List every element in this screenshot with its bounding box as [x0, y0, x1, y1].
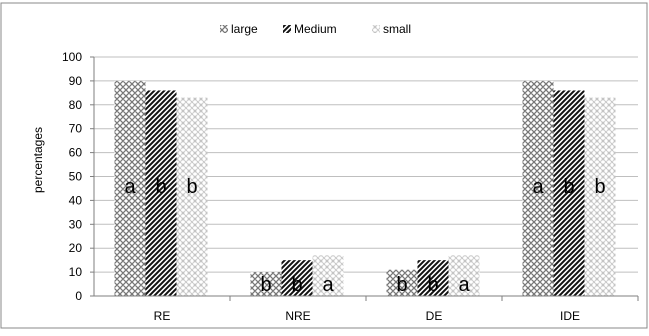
x-tick-label: NRE	[285, 309, 310, 323]
legend-label-small: small	[383, 22, 411, 36]
y-tick-label: 30	[69, 217, 83, 231]
x-tick-label: IDE	[560, 309, 580, 323]
bar-annotation: b	[260, 274, 271, 296]
axes	[90, 56, 639, 301]
bar-medium-re	[145, 90, 177, 297]
bar-annotation: b	[396, 274, 407, 296]
bars	[114, 80, 616, 297]
legend: large Medium small	[220, 22, 411, 36]
legend-swatch-large	[220, 25, 228, 33]
y-tick-label: 70	[69, 122, 83, 136]
y-tick-label: 0	[75, 289, 82, 303]
legend-label-large: large	[231, 22, 258, 36]
y-tick-label: 10	[69, 265, 83, 279]
bar-annotation: b	[427, 274, 438, 296]
bar-large-re	[114, 80, 146, 297]
bar-annotations: a b bb b a b b aa b b	[124, 176, 605, 296]
bar-large-de	[386, 269, 418, 296]
bar-medium-nre	[281, 260, 313, 296]
tick-labels: 0 10 20 30 40 50 60 70 80 90 100 RE NRE DE IDE	[62, 50, 580, 323]
bar-small-nre	[312, 255, 344, 296]
bar-large-nre	[250, 272, 282, 296]
bar-large-ide	[522, 80, 554, 297]
y-tick-label: 40	[69, 193, 83, 207]
legend-swatch-small	[372, 25, 380, 33]
bar-annotation: b	[186, 176, 197, 198]
bar-small-de	[448, 255, 480, 296]
bar-annotation: b	[594, 176, 605, 198]
y-tick-label: 20	[69, 241, 83, 255]
x-tick-label: RE	[154, 309, 171, 323]
y-tick-label: 100	[62, 50, 82, 64]
legend-swatch-medium	[283, 25, 291, 33]
y-axis-label: percentages	[31, 127, 45, 193]
y-tick-label: 60	[69, 146, 83, 160]
y-tick-label: 90	[69, 74, 83, 88]
y-tick-label: 50	[69, 170, 83, 184]
bar-annotation: a	[124, 176, 136, 198]
bar-annotation: b	[155, 176, 166, 198]
x-tick-label: DE	[426, 309, 443, 323]
bar-annotation: b	[563, 176, 574, 198]
bar-small-re	[176, 97, 208, 296]
bar-small-ide	[584, 97, 616, 296]
bar-annotation: a	[322, 274, 334, 296]
bar-annotation: a	[532, 176, 544, 198]
bar-medium-de	[417, 260, 449, 296]
bar-medium-ide	[553, 90, 585, 297]
y-tick-label: 80	[69, 98, 83, 112]
legend-label-medium: Medium	[294, 22, 337, 36]
bar-annotation: a	[458, 274, 470, 296]
bar-annotation: b	[291, 274, 302, 296]
